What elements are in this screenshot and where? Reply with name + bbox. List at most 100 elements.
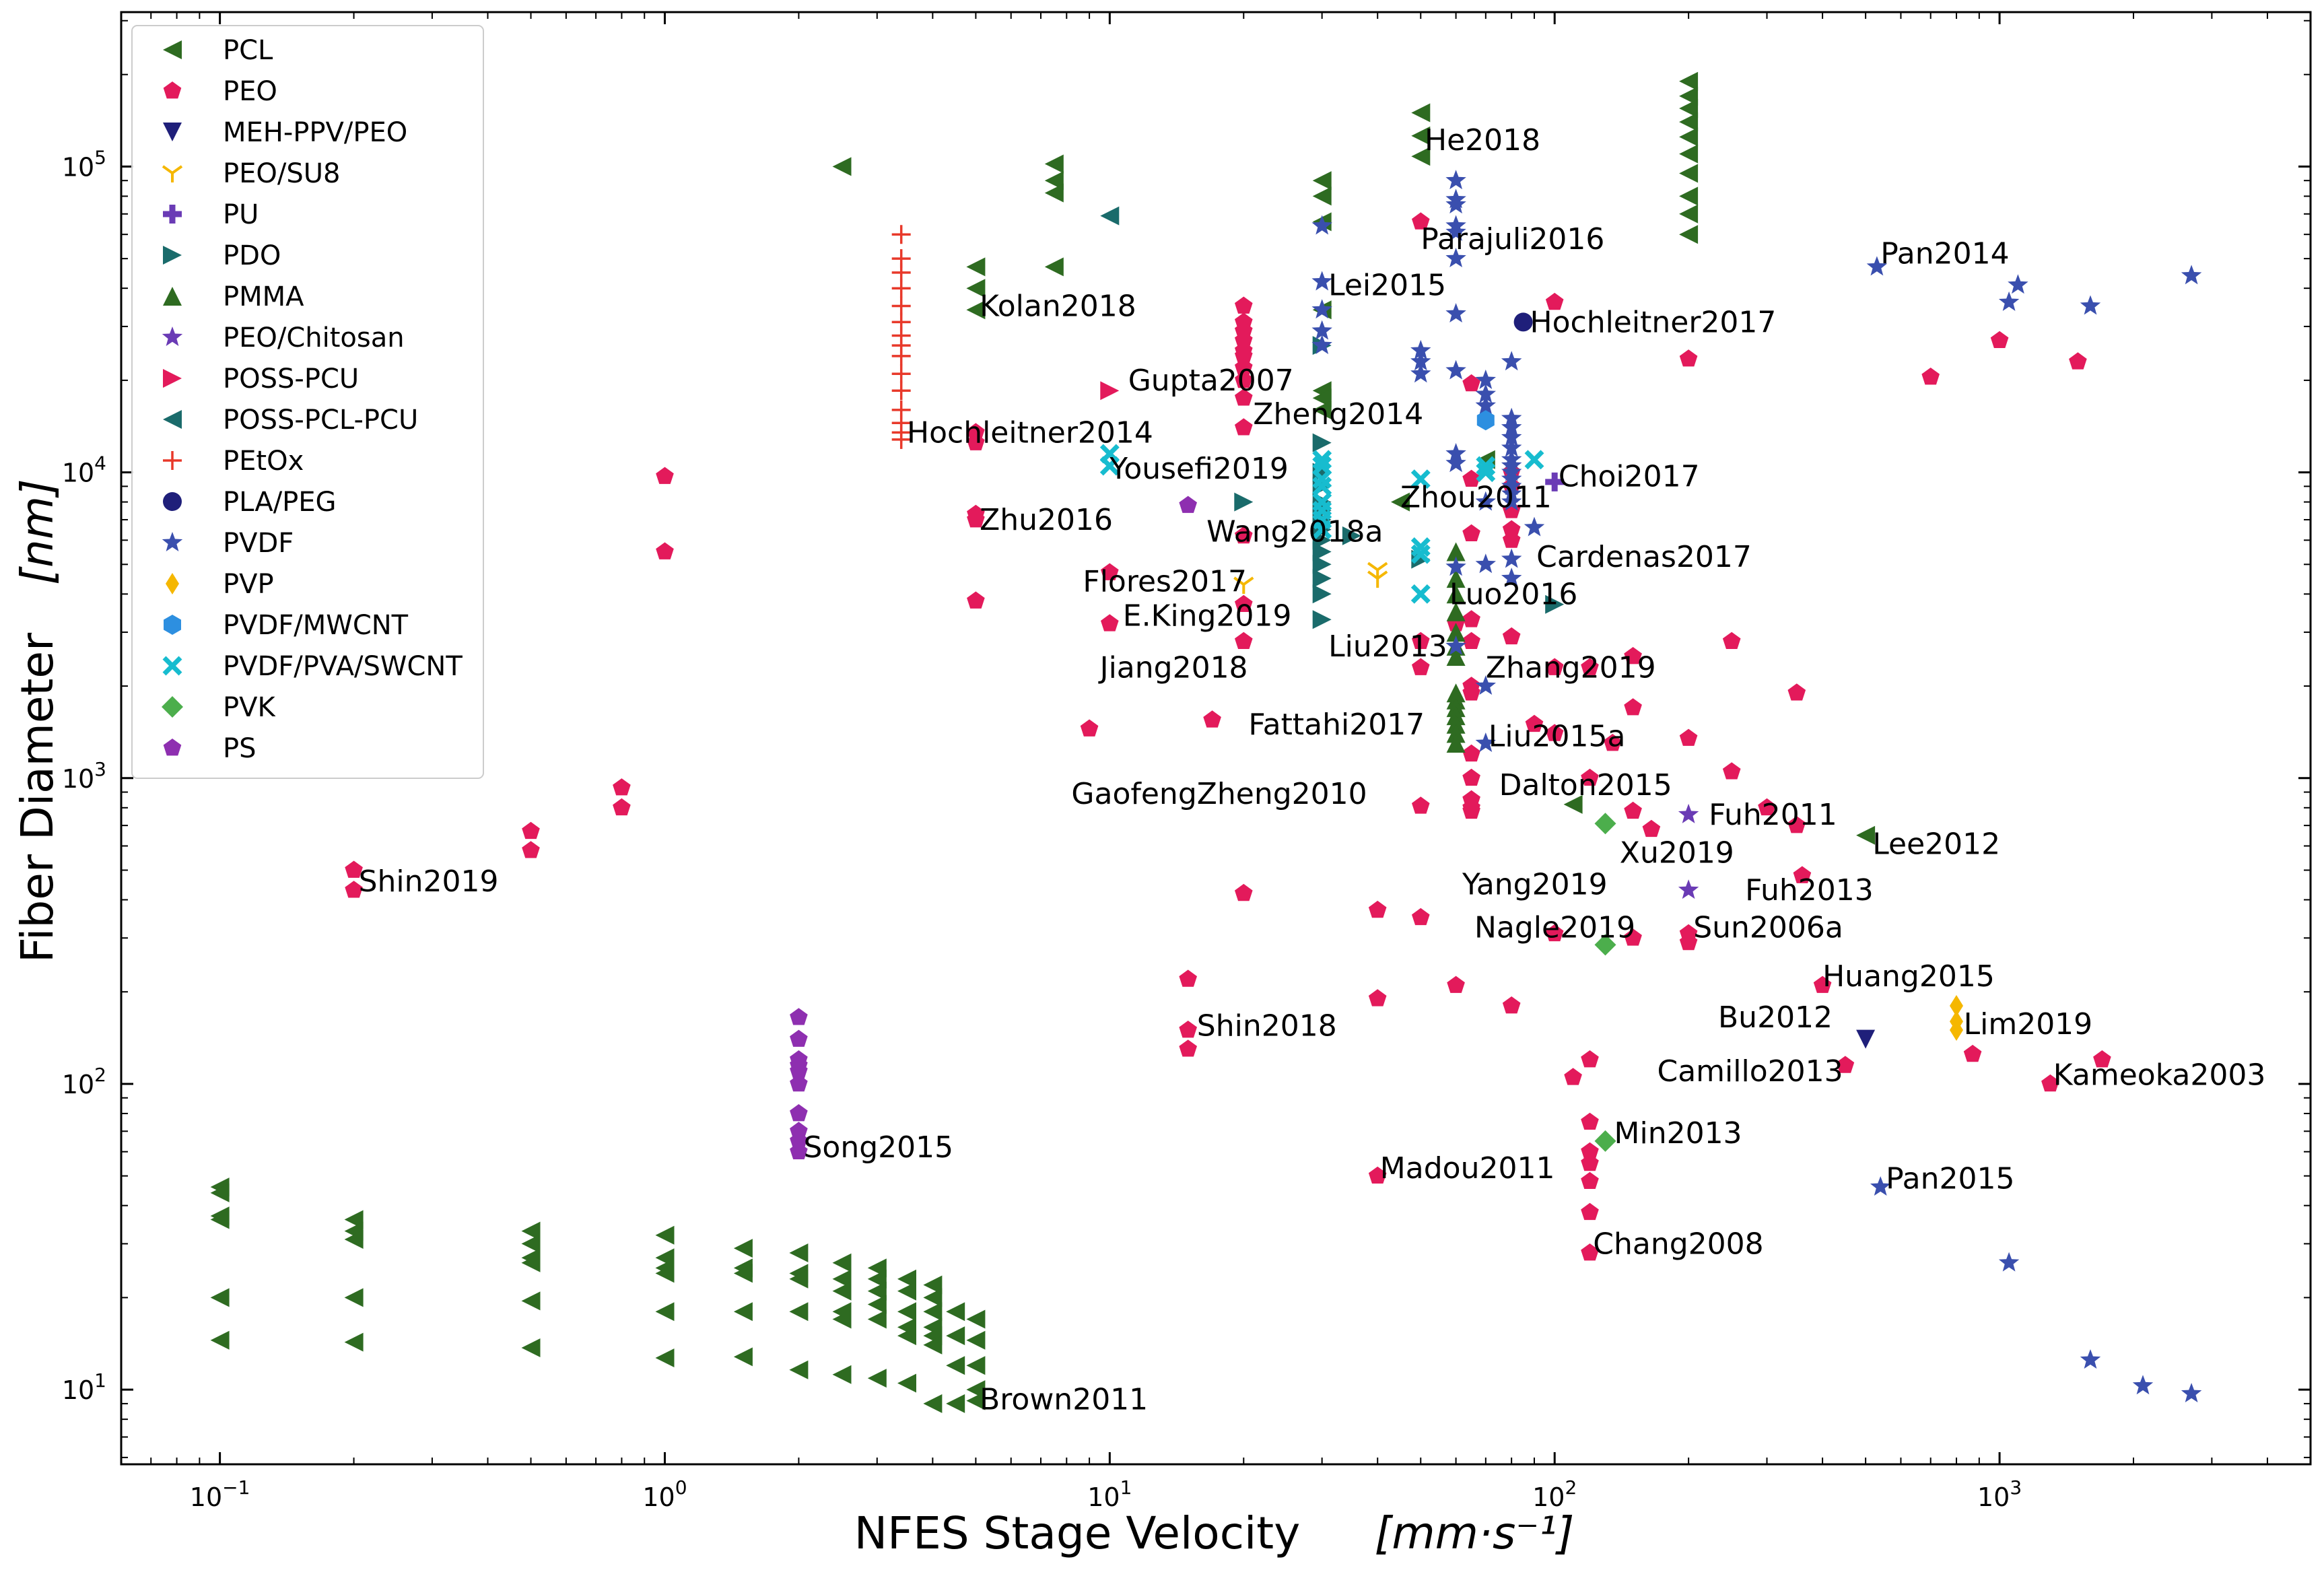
point-pcl xyxy=(210,1330,230,1350)
point-peo xyxy=(613,778,631,796)
point-pcl xyxy=(897,1373,916,1393)
point-peo xyxy=(1234,346,1253,364)
legend-marker xyxy=(162,696,183,718)
legend-label: PLA/PEG xyxy=(223,487,337,518)
annotation-label: Zhu2016 xyxy=(980,503,1113,537)
point-pcl xyxy=(344,1288,364,1307)
point-pvdf xyxy=(1445,360,1466,380)
point-pvdf xyxy=(1445,556,1466,576)
annotation-label: Chang2008 xyxy=(1593,1227,1763,1261)
point-peo xyxy=(656,467,674,484)
point-peo xyxy=(1545,724,1564,741)
point-ps xyxy=(790,1122,808,1139)
point-peo-chitosan xyxy=(1678,879,1699,899)
point-pdo xyxy=(1312,542,1332,561)
point-peo xyxy=(1462,801,1480,819)
point-peo xyxy=(1758,798,1776,816)
point-pcl xyxy=(1044,183,1064,203)
point-pcl xyxy=(832,1281,852,1301)
point-pcl xyxy=(344,1332,364,1352)
legend-marker xyxy=(162,532,183,551)
annotation-label: Dalton2015 xyxy=(1499,768,1672,802)
point-pvdf-pva-swcnt xyxy=(1410,537,1431,557)
legend-marker xyxy=(164,615,181,635)
legend-marker xyxy=(162,327,183,346)
point-peo xyxy=(967,423,985,440)
y-tick-label: 105 xyxy=(62,146,106,182)
point-pvdf xyxy=(1501,351,1522,371)
point-peo xyxy=(2069,352,2087,370)
point-pcl xyxy=(521,1234,541,1254)
x-axis-unit: [mm·s⁻¹] xyxy=(1375,1507,1575,1559)
point-pvdf xyxy=(1445,248,1466,268)
legend-label: PDO xyxy=(223,240,281,271)
point-peo xyxy=(1603,734,1622,751)
legend-label: PVDF/MWCNT xyxy=(223,610,409,641)
point-peo xyxy=(1462,374,1480,392)
point-peo xyxy=(1787,816,1806,833)
legend-label: PCL xyxy=(223,35,273,66)
point-pcl xyxy=(946,1302,965,1322)
legend-marker xyxy=(163,40,182,59)
point-pcl xyxy=(655,1348,675,1367)
point-pvp xyxy=(1950,1019,1963,1041)
point-pvdf xyxy=(1445,194,1466,214)
point-pcl xyxy=(1679,164,1699,183)
point-pvdf xyxy=(1445,303,1466,323)
point-pcl xyxy=(946,1326,965,1346)
point-pla-peg xyxy=(1513,312,1533,332)
point-pmma xyxy=(1446,584,1466,604)
point-pvdf xyxy=(1998,291,2020,311)
legend-marker xyxy=(163,123,182,141)
legend-label: PEO/Chitosan xyxy=(223,322,405,353)
point-pcl xyxy=(897,1281,916,1301)
annotation-label: Lim2019 xyxy=(1964,1007,2093,1041)
annotation-label: Zhou2011 xyxy=(1400,480,1552,514)
point-peo xyxy=(1234,296,1253,314)
legend-label: MEH-PPV/PEO xyxy=(223,117,407,148)
data-points xyxy=(210,71,2202,1413)
point-poss-pcl-pcu xyxy=(1100,206,1120,226)
point-peo xyxy=(1642,819,1661,838)
point-peo xyxy=(1502,996,1521,1014)
annotation-label: Xu2019 xyxy=(1620,836,1734,870)
point-peo xyxy=(1990,331,2009,349)
point-poss-pcu xyxy=(1100,381,1120,401)
point-pvdf xyxy=(2132,1375,2154,1395)
point-pcl xyxy=(966,1391,986,1410)
point-pcl xyxy=(832,1309,852,1329)
point-ps xyxy=(790,1029,808,1047)
legend-marker xyxy=(163,369,182,388)
point-pcl xyxy=(867,1369,887,1388)
legend-marker xyxy=(163,287,182,306)
x-axis-title: NFES Stage Velocity xyxy=(854,1507,1301,1559)
point-peo xyxy=(1462,610,1480,627)
legend-marker xyxy=(162,656,182,676)
point-pcl xyxy=(521,1253,541,1272)
point-pvdf xyxy=(1311,335,1332,355)
point-peo xyxy=(1581,1243,1599,1261)
point-peo xyxy=(1368,900,1387,918)
point-peo xyxy=(1080,719,1099,737)
point-pdo xyxy=(1312,555,1332,574)
legend-label: PMMA xyxy=(223,281,304,312)
point-pcl xyxy=(1391,492,1410,512)
point-peo xyxy=(1462,744,1480,762)
point-pvdf xyxy=(1501,426,1522,446)
point-pvdf-pva-swcnt xyxy=(1410,544,1431,564)
point-pvdf-pva-swcnt xyxy=(1476,463,1496,483)
point-pvdf-pva-swcnt xyxy=(1312,520,1332,540)
point-peo xyxy=(1581,1171,1599,1190)
point-pcl xyxy=(789,1360,809,1379)
point-pvdf xyxy=(1524,516,1545,537)
point-peo xyxy=(1624,698,1642,716)
point-pvdf xyxy=(1475,369,1497,389)
point-pvdf-pva-swcnt xyxy=(1410,584,1431,604)
point-peo xyxy=(1963,1044,1982,1062)
point-pcl xyxy=(1312,171,1332,191)
legend: PCL PEO MEH-PPV/PEO PEO/SU8 PU PDO PMMA PEO/Chi… xyxy=(131,25,484,779)
point-pvdf xyxy=(1501,437,1522,457)
point-peo xyxy=(1462,469,1480,487)
point-pdo xyxy=(1312,610,1332,629)
y-axis-unit: [nm] xyxy=(11,479,63,585)
